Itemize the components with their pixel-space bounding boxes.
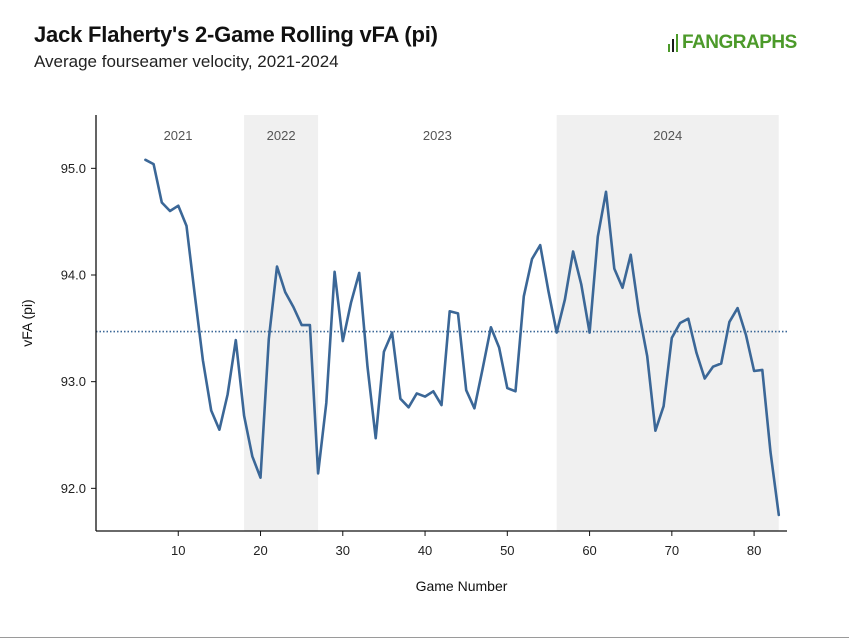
y-axis-title: vFA (pi): [19, 299, 35, 346]
y-axis-ticks: 92.0 93.0 94.0 95.0: [61, 161, 96, 496]
y-tick-label: 94.0: [61, 268, 86, 283]
x-tick-label: 40: [418, 543, 432, 558]
y-tick-label: 95.0: [61, 161, 86, 176]
chart-title: Jack Flaherty's 2-Game Rolling vFA (pi): [34, 22, 438, 47]
x-tick-label: 80: [747, 543, 761, 558]
y-tick-label: 92.0: [61, 481, 86, 496]
chart-subtitle: Average fourseamer velocity, 2021-2024: [34, 52, 339, 71]
y-tick-label: 93.0: [61, 374, 86, 389]
brand-label: FANGRAPHS: [682, 32, 797, 53]
bar-chart-icon: [668, 34, 680, 52]
season-label-2021: 2021: [164, 128, 193, 143]
season-band-2022: [244, 115, 319, 531]
bottom-divider: [0, 637, 849, 638]
x-tick-label: 70: [665, 543, 679, 558]
season-labels: 2021 2022 2023 2024: [164, 128, 683, 143]
season-bands: [244, 115, 779, 531]
x-axis-ticks: 10 20 30 40 50 60 70 80: [171, 531, 761, 558]
season-label-2023: 2023: [423, 128, 452, 143]
x-tick-label: 50: [500, 543, 514, 558]
velocity-series-line: [144, 158, 781, 517]
fangraphs-logo[interactable]: FANGRAPHS: [668, 32, 797, 54]
x-tick-label: 30: [336, 543, 350, 558]
x-axis-title: Game Number: [416, 578, 508, 594]
x-tick-label: 20: [253, 543, 267, 558]
x-tick-label: 60: [582, 543, 596, 558]
season-label-2024: 2024: [653, 128, 682, 143]
season-label-2022: 2022: [267, 128, 296, 143]
x-tick-label: 10: [171, 543, 185, 558]
